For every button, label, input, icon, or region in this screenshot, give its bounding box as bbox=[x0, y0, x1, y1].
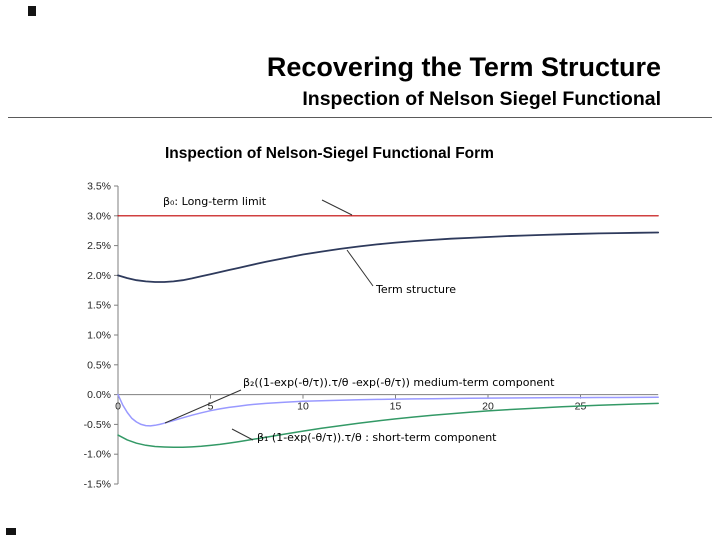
y-axis-tick-label: 3.0% bbox=[87, 210, 111, 222]
annotation-term-structure: Term structure bbox=[376, 283, 457, 296]
y-axis-tick-label: 2.5% bbox=[87, 240, 111, 252]
y-axis-tick-label: -1.0% bbox=[84, 449, 111, 461]
callout-line bbox=[164, 389, 242, 424]
y-axis-tick-label: 1.5% bbox=[87, 300, 111, 312]
series-medium-term-component bbox=[117, 393, 659, 427]
annotation-callout-lines bbox=[164, 199, 374, 441]
slide-title: Recovering the Term Structure bbox=[266, 52, 661, 82]
header-divider bbox=[8, 117, 712, 118]
callout-line bbox=[346, 249, 374, 287]
x-axis-tick-label: 10 bbox=[297, 401, 309, 413]
chart-axes: 3.5% 3.0% 2.5% 2.0% 1.5% 1.0% 0.5% 0.0% -0.5% -1.… bbox=[84, 181, 659, 491]
series-term-structure bbox=[117, 231, 660, 283]
y-axis-tick-label: 0.0% bbox=[87, 389, 111, 401]
y-axis-tick-label: 1.0% bbox=[87, 330, 111, 342]
chart-title: Inspection of Nelson-Siegel Functional F… bbox=[165, 145, 494, 162]
y-axis-tick-label: 0.5% bbox=[87, 359, 111, 371]
x-axis-tick-label: 20 bbox=[482, 401, 494, 413]
series-short-term-component bbox=[117, 402, 659, 449]
annotation-long-term-limit: β₀: Long-term limit bbox=[163, 195, 267, 208]
y-axis-tick-label: 2.0% bbox=[87, 270, 111, 282]
y-axis-tick-label: -1.5% bbox=[84, 479, 111, 491]
callout-line bbox=[231, 428, 254, 441]
callout-line bbox=[321, 199, 353, 216]
annotation-medium-term-component: β₂((1-exp(-θ/τ)).τ/θ -exp(-θ/τ)) medium-… bbox=[243, 376, 555, 389]
x-axis-tick-label: 5 bbox=[208, 401, 214, 413]
x-axis-tick-label: 15 bbox=[390, 401, 402, 413]
x-axis-tick-label: 0 bbox=[115, 401, 121, 413]
chart-series bbox=[117, 215, 660, 449]
y-axis-tick-label: -0.5% bbox=[84, 419, 111, 431]
corner-mark-top-left bbox=[28, 6, 36, 16]
corner-mark-bottom-left bbox=[6, 528, 16, 535]
annotation-short-term-component: β₁ (1-exp(-θ/τ)).τ/θ : short-term compon… bbox=[257, 431, 497, 444]
slide-subtitle: Inspection of Nelson Siegel Functional bbox=[302, 88, 661, 110]
y-axis-tick-label: 3.5% bbox=[87, 181, 111, 193]
